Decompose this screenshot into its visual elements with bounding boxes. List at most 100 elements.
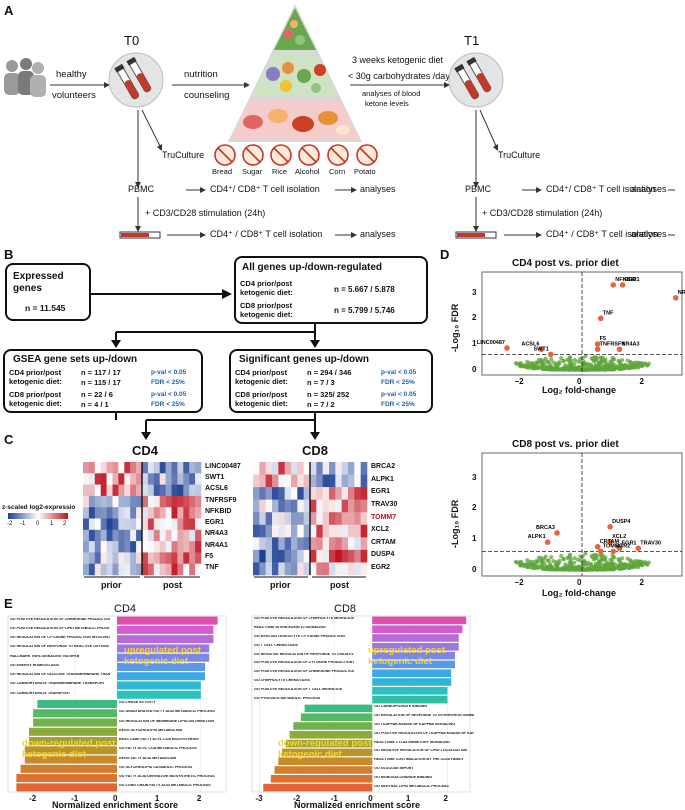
- heatmap-cell: [195, 495, 202, 508]
- background-gene-point: [536, 364, 541, 369]
- background-gene-point: [525, 561, 530, 566]
- nutrition-label: nutrition: [184, 69, 218, 80]
- heatmap-cell: [259, 549, 266, 563]
- heatmap-cell: [278, 562, 285, 576]
- t1-label: T1: [464, 33, 480, 48]
- stimulation-t1: + CD3/CD28 stimulation (24h): [482, 208, 603, 218]
- heatmap-cell: [335, 524, 342, 538]
- heatmap-cell: [189, 518, 196, 531]
- heatmap-cell: [253, 487, 260, 500]
- significant-gene-point: [607, 539, 613, 545]
- background-gene-point: [555, 364, 560, 369]
- heatmap-cell: [322, 474, 330, 488]
- heatmap-cell: [183, 484, 190, 497]
- heatmap-cell: [297, 512, 304, 526]
- heatmap-cell: [310, 512, 317, 526]
- heatmap-cell: [335, 462, 342, 475]
- background-gene-point: [565, 556, 570, 561]
- gene-set-label: GO POSITIVE REGULATION OF CHEMOKINE PROD…: [254, 670, 354, 674]
- heatmap-cell: [83, 495, 90, 508]
- enrichment-bar: [117, 616, 218, 625]
- enrichment-bar: [300, 713, 373, 721]
- gene-set-label: GO MYELOID LEUKOCYTE CYTOKINE PRODUCTION: [254, 635, 345, 638]
- heatmap-cell: [112, 563, 119, 576]
- heatmap-cell: [259, 474, 266, 488]
- heatmap-cell: [159, 552, 166, 564]
- expressed-genes-box: Expressed genes n = 11.545: [5, 263, 91, 321]
- heatmap-cell: [354, 562, 361, 576]
- heatmap-cell: [94, 552, 101, 564]
- heatmap-cell: [142, 518, 149, 531]
- heatmap-cell: [153, 518, 160, 531]
- heatmap-cell: [159, 484, 166, 497]
- heatmap-cell: [303, 499, 311, 513]
- heatmap-cell: [265, 524, 273, 538]
- heatmap-cell: [153, 552, 160, 564]
- heatmap-cell: [88, 518, 96, 531]
- background-gene-point: [549, 357, 554, 362]
- background-gene-point: [603, 357, 608, 362]
- heatmap-gene-label: TNFRSF9: [205, 496, 237, 504]
- gsea-bar-cd4-title: CD4: [114, 603, 137, 615]
- heatmap-cell: [297, 474, 304, 488]
- heatmap-cell: [159, 518, 166, 531]
- enrichment-bar: [263, 783, 373, 792]
- heatmap-cd4: [83, 462, 202, 576]
- heatmap-cell: [159, 541, 166, 553]
- heatmap-cell: [335, 549, 342, 563]
- heatmap-cell: [118, 473, 125, 485]
- enrichment-bar: [117, 690, 201, 699]
- heatmap-cell: [253, 524, 260, 538]
- heatmap-cell: [165, 518, 172, 531]
- background-gene-point: [572, 556, 577, 561]
- gene-label: ALPK1: [528, 534, 546, 540]
- gene-set-label: GO POSITIVE REGULATION OF CYTOKINE PRODU…: [254, 661, 354, 665]
- heatmap-cell: [189, 507, 196, 519]
- gene-label: TNF: [603, 310, 614, 316]
- background-gene-point: [546, 360, 551, 365]
- legend-tick: 1: [50, 521, 54, 527]
- enrichment-bar: [117, 672, 206, 681]
- gsea-bar-cd4-chart: [7, 615, 227, 793]
- heatmap-cell: [360, 512, 368, 526]
- gene-set-label: GO CARBOHYDRATE BINDING: [374, 705, 428, 709]
- background-gene-point: [628, 359, 633, 364]
- background-gene-point: [567, 563, 572, 568]
- heatmap-cell: [348, 562, 355, 576]
- gene-label: DUSP4: [612, 519, 631, 525]
- sig-title: Significant genes up-/down: [239, 354, 369, 365]
- heatmap-cell: [329, 537, 336, 551]
- gene-set-label: REACTOME FATTY ACYL COA BIOSYNTHESIS: [119, 738, 199, 742]
- background-gene-point: [620, 358, 625, 363]
- heatmap-cell: [177, 518, 184, 531]
- heatmap-cell: [284, 462, 292, 475]
- heatmap-cell: [316, 474, 323, 488]
- heatmap-cell: [177, 462, 184, 474]
- enrichment-bar: [372, 695, 448, 704]
- heatmap-cell: [177, 473, 184, 485]
- heatmap-cell: [297, 487, 304, 500]
- heatmap-cell: [284, 549, 292, 563]
- volcano-cd4-xlabel: Log₂ fold-change: [542, 385, 616, 395]
- heatmap-cell: [136, 541, 143, 553]
- background-gene-point: [578, 554, 583, 559]
- heatmap-cell: [329, 524, 336, 538]
- heatmap-cell: [253, 462, 260, 475]
- y-tick-label: 1: [472, 339, 477, 349]
- heatmap-cell: [303, 474, 311, 488]
- food-pyramid-icon: [228, 4, 362, 142]
- heatmap-cell: [83, 529, 90, 542]
- heatmap-cell: [354, 487, 361, 500]
- heatmap-cell: [272, 512, 279, 526]
- heatmap-cell: [291, 562, 298, 576]
- gene-label: F5: [600, 336, 606, 342]
- gene-label: NR4A1: [678, 290, 685, 296]
- heatmap-cell: [94, 495, 101, 508]
- volcano-cd8-title: CD8 post vs. prior diet: [512, 439, 619, 450]
- gene-set-label: GO I KAPPAB KINASE NF KAPPAB SIGNALING: [374, 723, 455, 726]
- heatmap-cell: [171, 552, 178, 564]
- heatmap-cell: [253, 512, 260, 526]
- gsea-cd8-pval: p-val < 0.05: [151, 391, 187, 398]
- cd4-prior-label: prior: [101, 580, 122, 590]
- background-gene-point: [518, 563, 523, 568]
